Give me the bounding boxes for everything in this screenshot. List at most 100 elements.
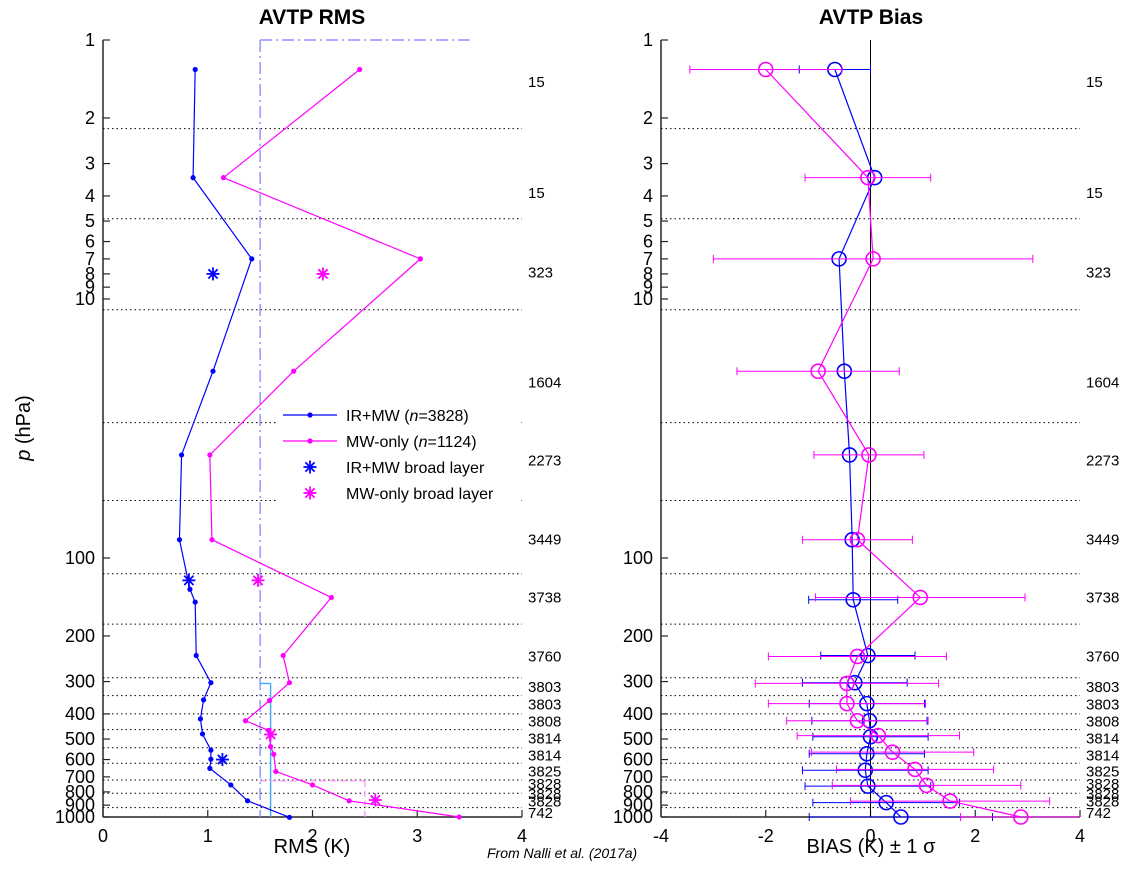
rms-y-tick-label-2: 3 [85,154,95,174]
bias-series-1-line [765,69,1021,818]
bias-y-tick-label-16: 700 [623,767,653,787]
rms-layer-count-17: 742 [528,805,553,822]
bias-layer-count-13: 3825 [1086,764,1119,781]
bias-series-0-point-12 [859,745,875,762]
bias-x-tick-label-0: -4 [653,826,669,846]
bias-series-1-point-11 [870,727,887,744]
rms-series-1-point-13 [271,751,277,757]
rms-series-1-point-16 [346,798,352,804]
legend-asterisk-irmw [303,460,317,474]
rms-series-2-asterisk-2-stroke [217,754,228,765]
bias-layer-count-7: 3760 [1086,648,1119,665]
legend-label-irmw-broad: IR+MW broad layer [346,460,485,477]
rms-series-0-point-0 [192,66,198,73]
rms-series-1-point-17 [456,814,462,820]
bias-layer-count-4: 2273 [1086,452,1119,469]
rms-series-3-asterisk-3-stroke [370,794,381,806]
legend-swatch-mwonly-dot [307,438,313,444]
rms-series-1-point-1 [220,175,227,181]
rms-series-3-asterisk-2 [264,727,278,741]
bias-series-1-point-13 [907,761,923,778]
rms-layer-count-13: 3825 [528,764,561,781]
bias-series-1-point-4 [861,447,877,463]
bias-layer-count-6: 3738 [1086,589,1119,606]
bias-series-1-point-16 [1013,809,1029,825]
bias-y-tick-label-9: 10 [633,289,653,309]
rms-series-1-point-8 [286,680,293,686]
rms-y-tick-label-12: 300 [65,672,95,692]
rms-series-0-point-15 [207,765,213,771]
legend-swatch-irmw-dot [307,412,313,418]
bias-x-tick-label-4: 4 [1075,826,1085,846]
legend-asterisk-mwonly [303,486,317,500]
rms-y-tick-label-5: 6 [85,232,95,252]
rms-series-1-line [209,69,460,818]
bias-layer-count-3: 1604 [1086,374,1119,391]
bias-layer-count-10: 3808 [1086,714,1119,731]
bias-chart-title: AVTP Bias [819,6,923,29]
bias-y-tick-label-0: 1 [643,30,653,50]
rms-series-1-point-15 [309,782,316,788]
legend-box [276,402,521,510]
bias-series-0-point-7 [860,647,876,664]
bias-y-tick-label-5: 6 [643,232,653,252]
bias-y-tick-label-10: 100 [623,548,653,568]
rms-series-1-point-0 [357,66,363,73]
rms-series-0-point-13 [208,747,214,753]
rms-series-1-point-7 [280,652,286,659]
bias-series-1-point-5 [849,531,866,548]
bias-layer-count-1: 15 [1086,185,1103,202]
rms-series-0-point-12 [199,731,206,737]
legend-label-mwonly: MW-only (n=1124) [346,434,477,451]
rms-series-2-asterisk-0 [206,267,220,281]
rms-series-0-point-4 [178,452,185,458]
rms-series-0-point-16 [228,782,234,788]
bias-layer-count-2: 323 [1086,264,1111,281]
rms-series-2-asterisk-1 [182,573,196,587]
rms-x-tick-label-3: 3 [412,826,422,846]
bias-y-tick-label-17: 800 [623,782,653,802]
legend-label-mwonly-broad: MW-only broad layer [346,486,494,503]
rms-series-0-point-14 [208,756,214,762]
bias-series-0-point-15 [878,794,895,811]
rms-series-0-point-6 [187,586,193,592]
rms-layer-count-9: 3803 [528,697,561,714]
rms-series-1-point-12 [268,744,274,750]
rms-series-3-asterisk-0 [316,267,330,281]
bias-series-0-point-6 [845,591,862,608]
rms-layer-count-0: 15 [528,74,545,91]
rms-series-0-point-1 [190,175,196,181]
bias-y-tick-label-13: 400 [623,704,653,724]
rms-y-tick-label-16: 700 [65,767,95,787]
rms-series-3-asterisk-3 [368,793,382,807]
bias-y-tick-label-18: 900 [623,795,653,815]
bias-y-tick-label-6: 7 [643,249,653,269]
rms-series-1-point-4 [207,452,213,458]
rms-series-2-asterisk-0-stroke [207,268,219,280]
bias-y-tick-label-14: 500 [623,729,653,749]
rms-series-3-asterisk-0-stroke [317,268,329,280]
bias-layer-count-12: 3814 [1086,747,1119,764]
bias-layer-count-11: 3814 [1086,731,1119,748]
rms-y-tick-label-14: 500 [65,729,95,749]
bias-x-tick-label-2: 0 [865,826,875,846]
rms-series-0-point-8 [193,652,199,659]
legend-swatch-mwonly-broad [303,486,317,500]
bias-series-0-point-16 [893,809,909,825]
rms-series-2-asterisk-2 [215,753,229,767]
rms-chart-title: AVTP RMS [259,6,366,29]
rms-series-0-point-11 [197,716,204,722]
rms-series-3-asterisk-2-stroke [265,729,276,740]
rms-y-tick-label-9: 10 [75,289,95,309]
legend-asterisk-irmw-stroke [304,461,316,473]
bias-series-1-point-8 [839,675,855,692]
rms-y-tick-label-0: 1 [85,30,95,50]
bias-y-tick-label-15: 600 [623,750,653,770]
bias-series-0-point-14 [860,778,876,794]
rms-series-0-point-3 [210,368,216,374]
rms-layer-count-7: 3760 [528,648,561,665]
rms-y-tick-label-15: 600 [65,750,95,770]
rms-y-tick-label-13: 400 [65,704,95,724]
rms-layer-count-16: 3828 [528,793,561,810]
rms-y-tick-label-6: 7 [85,249,95,269]
